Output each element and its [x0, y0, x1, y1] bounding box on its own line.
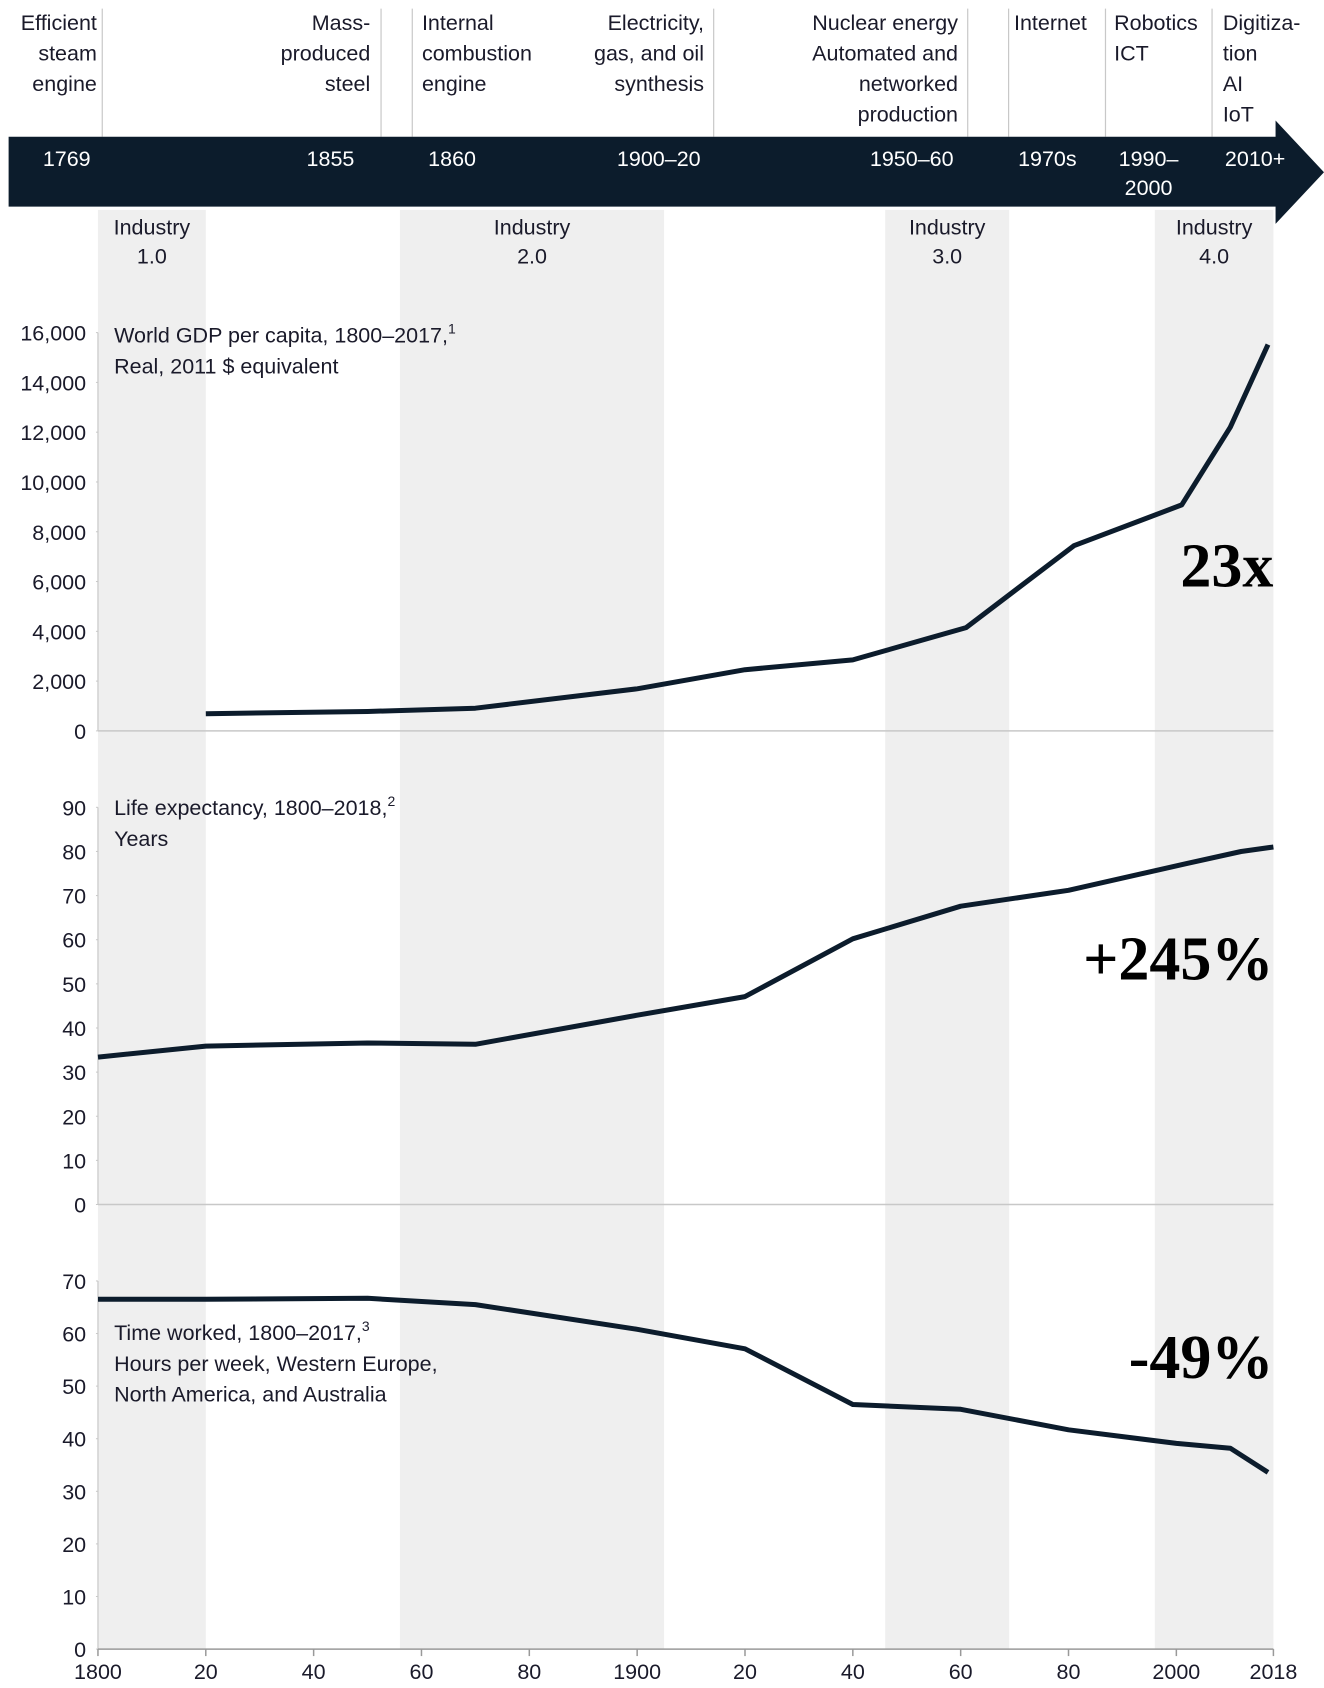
event-year: 1990– 2000	[1119, 147, 1179, 200]
event-label: Digitiza-tion AI IoT	[1223, 11, 1301, 127]
y-tick-label: 40	[62, 1017, 86, 1041]
event-year: 1769	[43, 147, 91, 171]
footnote: 2	[387, 793, 395, 809]
y-tick-label: 60	[62, 1323, 86, 1347]
era-band	[399, 209, 665, 1650]
annotation: +245%	[1083, 926, 1273, 994]
x-tick-label: 1800	[74, 1660, 122, 1684]
y-tick-label: 60	[62, 929, 86, 953]
y-tick-label: 40	[62, 1428, 86, 1452]
panel-title-text: Life expectancy, 1800–2018,	[114, 796, 387, 820]
panel-title: Time worked, 1800–2017,3	[114, 1318, 370, 1345]
y-tick-label: 0	[74, 1638, 86, 1662]
x-tick-label: 2000	[1152, 1660, 1200, 1684]
footnote: 1	[448, 320, 456, 336]
data-line	[97, 844, 1274, 1060]
y-tick-label: 2,000	[32, 670, 86, 694]
era-label: Industry 4.0	[1176, 216, 1253, 269]
event-year: 1900–20	[617, 147, 701, 171]
y-tick-label: 30	[62, 1480, 86, 1504]
event-year: 1950–60	[870, 147, 954, 171]
event-label: Nuclear energy Automated and networked prod…	[812, 11, 958, 127]
panel-title-text: World GDP per capita, 1800–2017,	[114, 323, 448, 347]
annotation: 23x	[1180, 533, 1273, 601]
era-label: Industry 3.0	[909, 216, 986, 269]
x-tick-label: 80	[517, 1660, 541, 1684]
panel-title-text: Time worked, 1800–2017,	[114, 1321, 362, 1345]
y-tick-label: 50	[62, 1375, 86, 1399]
data-line	[205, 343, 1271, 717]
y-tick-label: 8,000	[32, 521, 86, 545]
y-tick-label: 70	[62, 1270, 86, 1294]
event-label: Robotics ICT	[1114, 11, 1198, 66]
x-tick-label: 20	[194, 1660, 218, 1684]
panel-subtitle: Hours per week, Western Europe, North Ame…	[114, 1352, 437, 1407]
timeline-arrow	[8, 120, 1324, 224]
x-tick-label: 60	[410, 1660, 434, 1684]
y-tick-label: 4,000	[32, 620, 86, 644]
data-line	[98, 1295, 1270, 1475]
y-tick-label: 50	[62, 973, 86, 997]
event-year: 1860	[428, 147, 476, 171]
x-tick-label: 80	[1057, 1660, 1081, 1684]
era-band	[885, 209, 1010, 1650]
y-tick-label: 12,000	[20, 421, 86, 445]
y-tick-label: 20	[62, 1105, 86, 1129]
x-tick-label: 60	[949, 1660, 973, 1684]
event-label: Internal combustion engine	[422, 11, 532, 96]
y-tick-label: 6,000	[32, 571, 86, 595]
era-label: Industry 2.0	[494, 216, 571, 269]
event-year: 1970s	[1018, 147, 1077, 171]
footnote: 3	[362, 1318, 370, 1334]
event-label: Efficient steam engine	[21, 11, 97, 96]
event-label: Mass-produced steel	[281, 11, 371, 96]
y-tick-label: 10	[62, 1585, 86, 1609]
y-tick-label: 70	[62, 885, 86, 909]
panel-subtitle: Years	[114, 827, 168, 851]
event-year: 1855	[307, 147, 355, 171]
y-tick-label: 0	[74, 720, 86, 744]
annotation: -49%	[1129, 1324, 1274, 1392]
era-label: Industry 1.0	[114, 216, 191, 269]
y-tick-label: 16,000	[20, 322, 86, 346]
panel-title: World GDP per capita, 1800–2017,1	[114, 320, 456, 347]
y-tick-label: 14,000	[20, 371, 86, 395]
panel-subtitle: Real, 2011 $ equivalent	[114, 354, 338, 378]
y-tick-label: 30	[62, 1061, 86, 1085]
event-label: Internet	[1014, 11, 1087, 35]
y-tick-label: 90	[62, 796, 86, 820]
panel-title: Life expectancy, 1800–2018,2	[114, 793, 395, 820]
y-tick-label: 10	[62, 1149, 86, 1173]
x-tick-label: 20	[733, 1660, 757, 1684]
y-tick-label: 0	[74, 1194, 86, 1218]
y-tick-label: 10,000	[20, 471, 86, 495]
y-tick-label: 20	[62, 1533, 86, 1557]
event-year: 2010+	[1225, 147, 1285, 171]
x-tick-label: 2018	[1249, 1660, 1297, 1684]
x-tick-label: 40	[841, 1660, 865, 1684]
era-band	[97, 209, 206, 1650]
y-tick-label: 80	[62, 840, 86, 864]
event-label: Electricity, gas, and oil synthesis	[594, 11, 704, 96]
x-tick-label: 1900	[613, 1660, 661, 1684]
x-tick-label: 40	[302, 1660, 326, 1684]
